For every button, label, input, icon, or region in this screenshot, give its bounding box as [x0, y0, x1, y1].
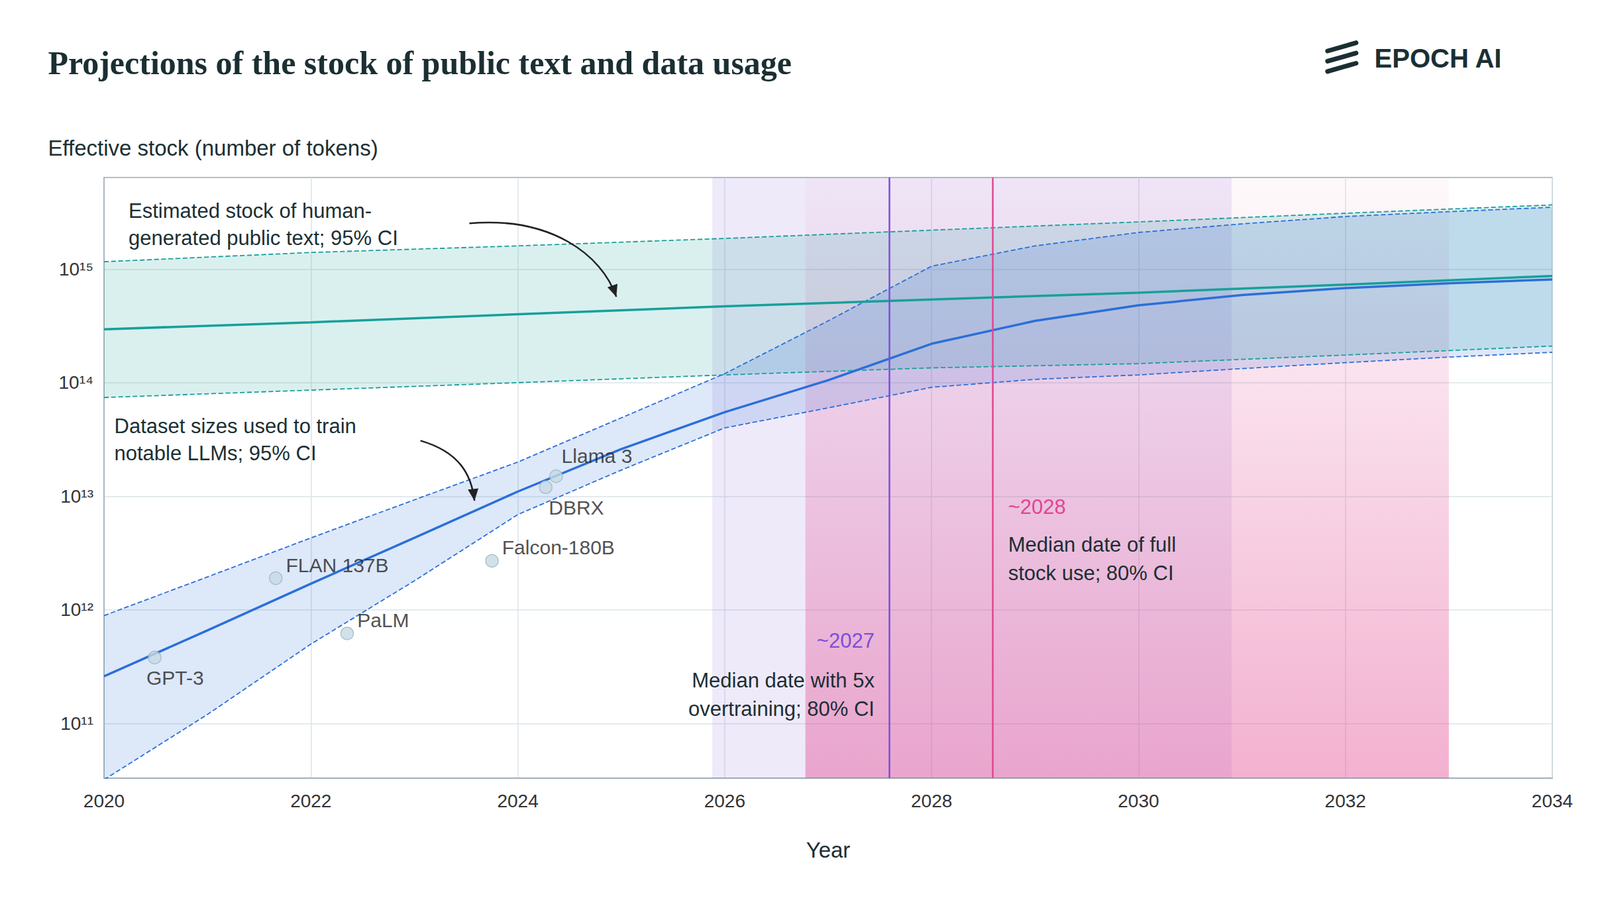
- svg-text:generated public text; 95% CI: generated public text; 95% CI: [128, 226, 399, 250]
- svg-text:DBRX: DBRX: [548, 496, 604, 519]
- svg-text:notable LLMs; 95% CI: notable LLMs; 95% CI: [114, 441, 317, 466]
- svg-text:~2027: ~2027: [816, 629, 875, 653]
- svg-text:Dataset sizes used to train: Dataset sizes used to train: [114, 414, 357, 438]
- svg-text:10¹⁵: 10¹⁵: [58, 259, 94, 280]
- svg-text:overtraining; 80% CI: overtraining; 80% CI: [688, 697, 875, 721]
- svg-text:2026: 2026: [704, 791, 746, 812]
- svg-text:2024: 2024: [496, 791, 538, 812]
- svg-text:2022: 2022: [290, 791, 332, 812]
- svg-text:~2028: ~2028: [1008, 495, 1067, 519]
- svg-text:Estimated stock of human-: Estimated stock of human-: [128, 199, 372, 223]
- svg-text:2030: 2030: [1117, 791, 1159, 812]
- svg-text:PaLM: PaLM: [357, 609, 409, 632]
- svg-text:FLAN 137B: FLAN 137B: [285, 554, 389, 577]
- svg-text:Median date with 5x: Median date with 5x: [691, 669, 875, 693]
- svg-text:Projections of the stock of pu: Projections of the stock of public text …: [47, 44, 792, 82]
- svg-text:GPT-3: GPT-3: [146, 667, 205, 690]
- svg-text:Year: Year: [806, 838, 851, 863]
- svg-text:2032: 2032: [1325, 791, 1367, 812]
- svg-text:stock use; 80% CI: stock use; 80% CI: [1008, 561, 1174, 586]
- svg-text:10¹³: 10¹³: [60, 486, 94, 507]
- svg-text:Falcon-180B: Falcon-180B: [502, 536, 615, 559]
- svg-text:2020: 2020: [83, 791, 125, 812]
- svg-text:Llama 3: Llama 3: [561, 445, 633, 468]
- svg-text:10¹⁴: 10¹⁴: [58, 372, 95, 393]
- svg-text:2034: 2034: [1531, 791, 1573, 812]
- svg-text:Effective stock (number of tok: Effective stock (number of tokens): [47, 135, 378, 161]
- svg-text:10¹²: 10¹²: [60, 599, 94, 621]
- svg-text:EPOCH AI: EPOCH AI: [1374, 43, 1502, 73]
- svg-text:Median date of full: Median date of full: [1008, 533, 1176, 557]
- svg-text:2028: 2028: [910, 791, 953, 812]
- svg-text:10¹¹: 10¹¹: [60, 713, 94, 735]
